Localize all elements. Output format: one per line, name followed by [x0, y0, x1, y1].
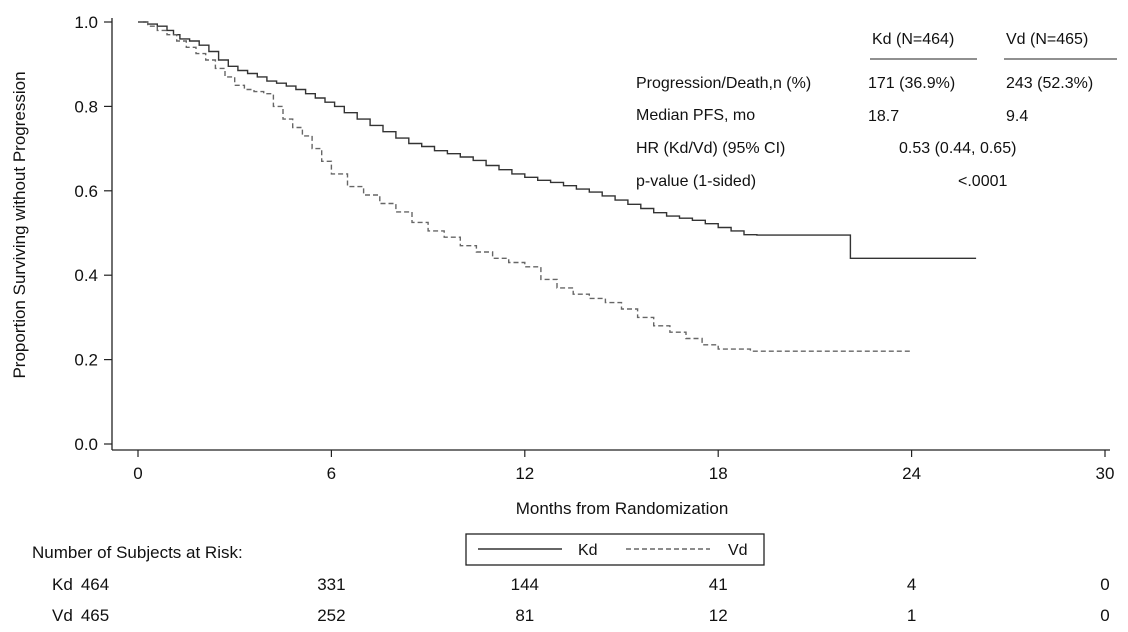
plot-axes — [111, 18, 1110, 451]
stats-row-label: Progression/Death,n (%) — [636, 75, 811, 92]
stats-row-vd: 9.4 — [1006, 108, 1028, 125]
stats-row-label: Median PFS, mo — [636, 107, 755, 124]
stats-row-kd: 18.7 — [868, 108, 899, 125]
y-tick-label: 0.6 — [74, 182, 98, 201]
risk-value: 252 — [317, 606, 345, 625]
stats-table: Kd (N=464) Vd (N=465) Progression/Death,… — [636, 31, 1117, 190]
series-line-kd — [138, 21, 977, 259]
x-tick-label: 18 — [709, 464, 728, 483]
risk-value: 0 — [1100, 575, 1109, 594]
risk-value: 0 — [1100, 606, 1109, 625]
risk-value: 144 — [511, 575, 539, 594]
y-axis-label: Proportion Surviving without Progression — [10, 71, 29, 378]
risk-value: 465 — [81, 606, 109, 625]
stats-row-kd: 171 (36.9%) — [868, 75, 955, 92]
x-tick-label: 6 — [327, 464, 336, 483]
stats-row-vd: 243 (52.3%) — [1006, 75, 1093, 92]
risk-table-title: Number of Subjects at Risk: — [32, 543, 243, 562]
stats-header-vd: Vd (N=465) — [1006, 31, 1088, 48]
y-tick-label: 1.0 — [74, 13, 98, 32]
x-tick-label: 24 — [902, 464, 921, 483]
risk-table: Kd 464 331 144 41 4 0 Vd 465 252 81 12 1 0 — [52, 575, 1110, 625]
x-tick-label: 0 — [133, 464, 142, 483]
legend: Kd Vd — [465, 533, 765, 566]
y-tick-label: 0.2 — [74, 351, 98, 370]
stats-row-label: p-value (1-sided) — [636, 173, 756, 190]
risk-value: 1 — [907, 606, 916, 625]
legend-box — [465, 533, 765, 566]
legend-label-vd: Vd — [728, 542, 748, 559]
series-layer — [138, 21, 977, 352]
risk-value: 12 — [709, 606, 728, 625]
y-tick-label: 0.8 — [74, 97, 98, 116]
x-tick-label: 12 — [515, 464, 534, 483]
risk-row-name: Kd — [52, 575, 73, 594]
legend-label-kd: Kd — [578, 542, 598, 559]
risk-value: 4 — [907, 575, 916, 594]
stats-header-kd: Kd (N=464) — [872, 31, 954, 48]
y-axis-ticks: 0.0 0.2 0.4 0.6 0.8 1.0 — [74, 13, 112, 454]
x-axis-ticks: 0 6 12 18 24 30 — [133, 450, 1114, 483]
risk-value: 81 — [515, 606, 534, 625]
stats-row-hr-value: 0.53 (0.44, 0.65) — [899, 140, 1016, 157]
risk-value: 464 — [81, 575, 109, 594]
y-tick-label: 0.0 — [74, 435, 98, 454]
stats-row-pvalue: <.0001 — [958, 173, 1007, 190]
risk-value: 331 — [317, 575, 345, 594]
risk-value: 41 — [709, 575, 728, 594]
y-tick-label: 0.4 — [74, 266, 98, 285]
stats-row-label: HR (Kd/Vd) (95% CI) — [636, 140, 785, 157]
x-axis-label: Months from Randomization — [516, 499, 729, 518]
series-line-vd — [138, 21, 912, 352]
x-tick-label: 30 — [1096, 464, 1115, 483]
risk-row-name: Vd — [52, 606, 73, 625]
